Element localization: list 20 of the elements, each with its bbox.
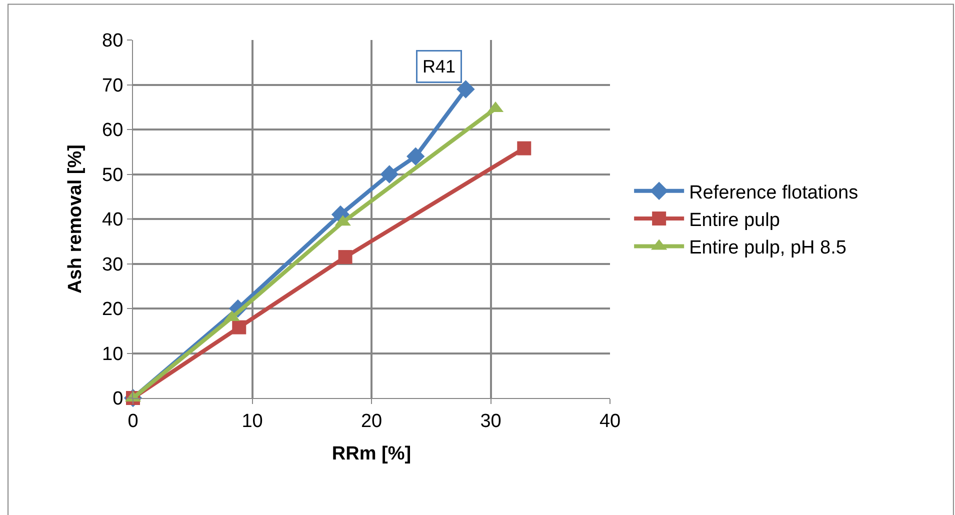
y-axis-title: Ash removal [%] [64,144,86,294]
x-axis-title: RRm [%] [332,444,412,465]
x-tick-label: 20 [360,410,382,432]
x-tick-label: 40 [599,410,621,432]
y-tick-label: 10 [102,344,124,365]
legend-label: Entire pulp, pH 8.5 [689,238,846,259]
legend-label: Reference flotations [689,182,858,204]
y-tick-label: 30 [102,254,124,276]
x-tick-label: 30 [480,410,502,432]
legend-label: Entire pulp [689,210,780,231]
y-tick-label: 50 [102,164,124,186]
x-tick-label: 0 [128,410,138,432]
annotation: R41 [422,56,456,76]
y-tick-label: 60 [102,120,124,142]
y-tick-label: 80 [102,30,124,52]
x-tick-label: 10 [242,410,263,432]
y-tick-label: 0 [112,388,124,410]
y-tick-label: 40 [102,210,124,231]
y-tick-label: 20 [102,299,124,320]
y-tick-label: 70 [102,75,124,96]
